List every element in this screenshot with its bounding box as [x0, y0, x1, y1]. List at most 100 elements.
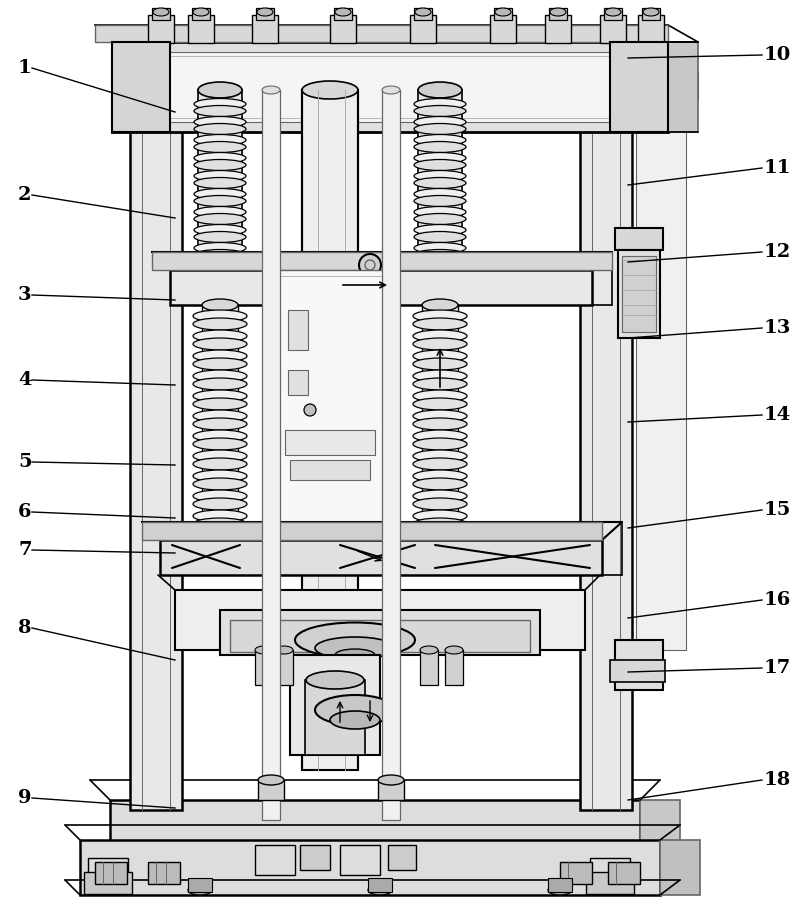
Bar: [262, 90, 280, 820]
Ellipse shape: [193, 310, 247, 322]
Bar: [290, 460, 370, 480]
Bar: [275, 650, 293, 685]
Bar: [636, 100, 686, 650]
Ellipse shape: [414, 99, 466, 110]
Ellipse shape: [193, 418, 247, 430]
Circle shape: [359, 254, 381, 276]
Bar: [590, 858, 630, 888]
Ellipse shape: [414, 135, 466, 145]
Ellipse shape: [413, 438, 467, 450]
Ellipse shape: [414, 124, 466, 135]
Bar: [288, 370, 308, 395]
Ellipse shape: [194, 196, 246, 206]
Ellipse shape: [414, 160, 466, 171]
Ellipse shape: [194, 105, 246, 116]
Bar: [638, 15, 664, 43]
Ellipse shape: [302, 81, 358, 99]
Text: 3: 3: [18, 286, 32, 304]
Bar: [494, 8, 512, 20]
Text: 8: 8: [18, 619, 31, 637]
Ellipse shape: [194, 160, 246, 171]
Text: 10: 10: [764, 46, 791, 64]
Ellipse shape: [194, 225, 246, 236]
Bar: [95, 25, 668, 42]
Bar: [305, 680, 365, 755]
Bar: [112, 72, 200, 90]
Bar: [230, 620, 530, 652]
Bar: [340, 845, 380, 875]
Ellipse shape: [194, 206, 246, 217]
Bar: [490, 15, 516, 43]
Ellipse shape: [413, 410, 467, 422]
Text: 13: 13: [764, 319, 791, 337]
Ellipse shape: [194, 249, 246, 261]
Ellipse shape: [193, 430, 247, 442]
Bar: [580, 90, 632, 810]
Ellipse shape: [194, 213, 246, 225]
Bar: [420, 650, 438, 685]
Bar: [330, 15, 356, 43]
Bar: [84, 872, 132, 894]
Ellipse shape: [413, 418, 467, 430]
Bar: [160, 540, 602, 575]
Ellipse shape: [414, 141, 466, 152]
Ellipse shape: [413, 490, 467, 502]
Text: 17: 17: [764, 659, 791, 677]
Ellipse shape: [413, 478, 467, 490]
Bar: [170, 270, 592, 305]
Bar: [175, 590, 585, 650]
Bar: [188, 878, 212, 892]
Bar: [640, 800, 680, 855]
Bar: [549, 8, 567, 20]
Bar: [252, 15, 278, 43]
Ellipse shape: [194, 135, 246, 145]
Ellipse shape: [194, 152, 246, 164]
Ellipse shape: [193, 458, 247, 470]
Bar: [604, 8, 622, 20]
Ellipse shape: [194, 141, 246, 152]
Ellipse shape: [414, 152, 466, 164]
Ellipse shape: [258, 775, 284, 785]
Ellipse shape: [315, 695, 395, 725]
Ellipse shape: [255, 646, 273, 654]
Text: 11: 11: [764, 159, 791, 177]
Text: 12: 12: [764, 243, 791, 261]
Ellipse shape: [202, 299, 238, 311]
Ellipse shape: [262, 86, 280, 94]
Ellipse shape: [193, 410, 247, 422]
Ellipse shape: [194, 124, 246, 135]
Ellipse shape: [413, 390, 467, 402]
Ellipse shape: [153, 8, 169, 16]
Bar: [112, 42, 668, 132]
Bar: [255, 650, 273, 685]
Bar: [648, 72, 698, 100]
Ellipse shape: [193, 438, 247, 450]
Ellipse shape: [335, 8, 351, 16]
Ellipse shape: [495, 8, 511, 16]
Ellipse shape: [422, 299, 458, 311]
Ellipse shape: [368, 885, 392, 895]
Circle shape: [304, 404, 316, 416]
Ellipse shape: [193, 490, 247, 502]
Ellipse shape: [193, 478, 247, 490]
Bar: [422, 305, 458, 545]
Bar: [548, 878, 572, 892]
Bar: [622, 256, 656, 332]
Bar: [278, 276, 382, 544]
Bar: [618, 250, 660, 338]
Ellipse shape: [414, 188, 466, 200]
Bar: [610, 660, 665, 682]
Ellipse shape: [413, 358, 467, 370]
Ellipse shape: [414, 242, 466, 253]
Bar: [378, 780, 404, 800]
Bar: [608, 862, 640, 884]
Ellipse shape: [413, 458, 467, 470]
Ellipse shape: [413, 378, 467, 390]
Ellipse shape: [193, 510, 247, 522]
Ellipse shape: [413, 350, 467, 362]
Ellipse shape: [415, 8, 431, 16]
Ellipse shape: [193, 370, 247, 382]
Ellipse shape: [414, 206, 466, 217]
Bar: [148, 862, 180, 884]
Bar: [110, 800, 640, 855]
